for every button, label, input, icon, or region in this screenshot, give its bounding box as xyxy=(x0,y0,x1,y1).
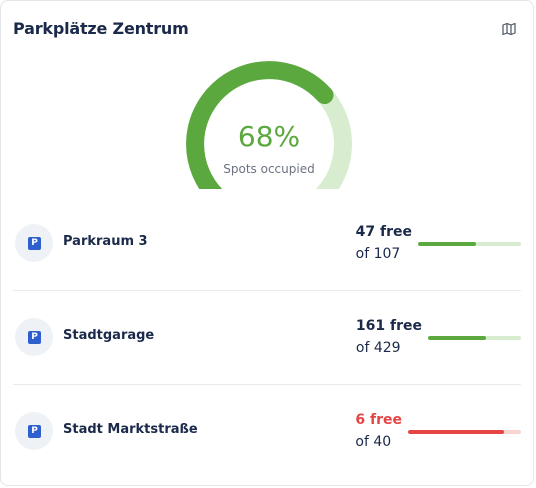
location-name: Stadt Marktstraße xyxy=(63,422,198,437)
location-row[interactable]: P Parkraum 3 47 free of 107 xyxy=(13,197,521,291)
location-stats: 161 free of 429 xyxy=(356,315,422,365)
total-count: of 107 xyxy=(355,246,401,262)
total-count: of 429 xyxy=(355,340,401,356)
occupancy-gauge: 68% Spots occupied xyxy=(180,59,358,189)
map-icon[interactable] xyxy=(501,21,517,37)
gauge-fill xyxy=(186,61,334,189)
location-row[interactable]: P Stadtgarage 161 free of 429 xyxy=(13,291,521,385)
free-count: 6 free xyxy=(355,412,402,428)
location-stats: 6 free of 40 xyxy=(355,409,402,459)
location-name: Parkraum 3 xyxy=(63,234,148,249)
gauge-value: 68% xyxy=(237,120,301,153)
parking-icon: P xyxy=(15,224,53,262)
availability-bar-fill xyxy=(408,430,505,434)
location-list: P Parkraum 3 47 free of 107 P Stadtgarag… xyxy=(13,197,521,478)
card-header: Parkplätze Zentrum xyxy=(13,17,521,41)
availability-bar-fill xyxy=(418,242,476,246)
free-count: 47 free xyxy=(355,224,412,240)
parking-icon: P xyxy=(15,412,53,450)
parking-icon: P xyxy=(15,318,53,356)
location-name: Stadtgarage xyxy=(63,328,155,343)
total-count: of 40 xyxy=(355,434,392,450)
location-row[interactable]: P Stadt Marktstraße 6 free of 40 xyxy=(13,385,521,478)
availability-bar-fill xyxy=(428,336,487,340)
free-count: 161 free xyxy=(355,318,422,334)
availability-bar xyxy=(418,242,521,246)
location-stats: 47 free of 107 xyxy=(356,221,412,271)
gauge-label: Spots occupied xyxy=(223,162,315,176)
availability-bar xyxy=(408,430,521,434)
availability-bar xyxy=(428,336,521,340)
card-title: Parkplätze Zentrum xyxy=(13,19,189,38)
